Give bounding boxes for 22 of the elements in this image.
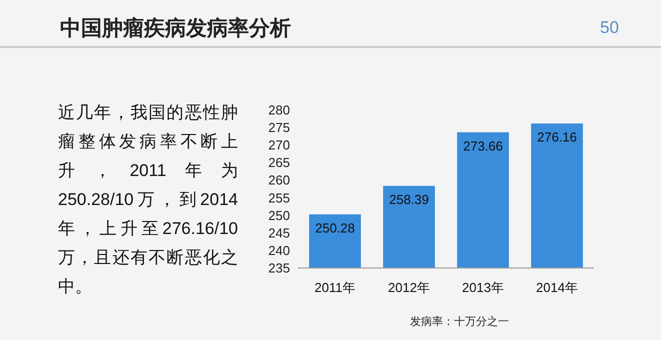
- y-tick-label: 265: [268, 155, 290, 170]
- x-tick-label: 2012年: [388, 280, 430, 295]
- y-tick-label: 270: [268, 138, 290, 153]
- chart-title: 中国肿瘤疾病发病率分析: [60, 16, 291, 42]
- data-label: 250.28: [315, 220, 355, 236]
- y-tick-label: 250: [268, 208, 290, 223]
- text: 近几年，我国的恶性肿瘤整体发病率不断上升，2011年为250.28/10万，到2014年，上升至276.16/10万，且还有不断恶化之中。: [58, 102, 238, 298]
- y-tick-label: 235: [268, 260, 290, 276]
- x-tick-label: 2011年: [314, 280, 356, 295]
- y-tick-label: 275: [268, 120, 290, 136]
- y-tick-label: 280: [268, 102, 290, 118]
- x-tick-label: 2014年: [536, 280, 578, 295]
- data-label: 258.39: [389, 192, 429, 207]
- y-tick-label: 255: [268, 190, 290, 206]
- x-tick-label: 2013年: [462, 280, 504, 295]
- y-tick-label: 240: [268, 242, 290, 258]
- text: 发病率：十万分之一: [410, 314, 509, 329]
- y-tick-label: 245: [268, 225, 290, 240]
- data-label: 276.16: [537, 129, 577, 144]
- y-tick-label: 260: [268, 172, 290, 188]
- data-label: 273.66: [463, 138, 503, 154]
- text: 50: [600, 18, 619, 38]
